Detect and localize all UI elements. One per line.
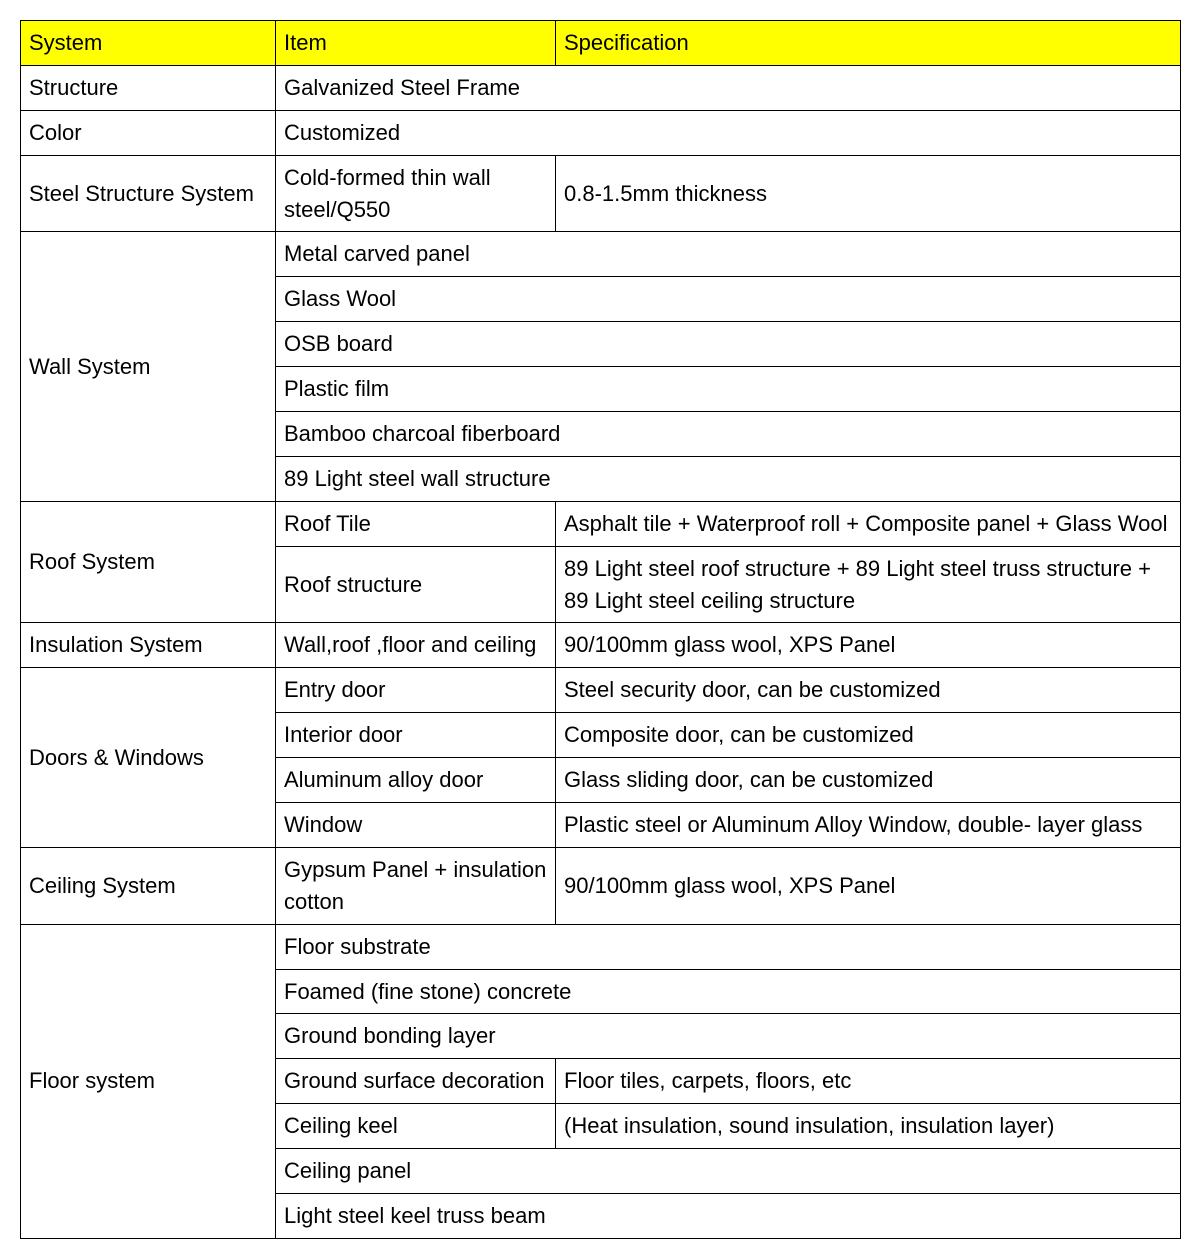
cell-item: Roof Tile (276, 501, 556, 546)
cell-item: Floor substrate (276, 924, 1181, 969)
cell-spec: Composite door, can be customized (556, 713, 1181, 758)
cell-item: Ground bonding layer (276, 1014, 1181, 1059)
cell-item: Ceiling panel (276, 1149, 1181, 1194)
cell-system: Doors & Windows (21, 668, 276, 848)
cell-item: Entry door (276, 668, 556, 713)
table-row: Wall SystemMetal carved panel (21, 232, 1181, 277)
cell-spec: Asphalt tile + Waterproof roll + Composi… (556, 501, 1181, 546)
col-header-spec: Specification (556, 21, 1181, 66)
cell-system: Floor system (21, 924, 276, 1238)
table-row: Insulation SystemWall,roof ,floor and ce… (21, 623, 1181, 668)
cell-spec: 90/100mm glass wool, XPS Panel (556, 623, 1181, 668)
cell-spec: Floor tiles, carpets, floors, etc (556, 1059, 1181, 1104)
spec-table-body: System Item Specification StructureGalva… (21, 21, 1181, 1239)
cell-spec: 0.8-1.5mm thickness (556, 155, 1181, 232)
cell-item: Light steel keel truss beam (276, 1194, 1181, 1239)
cell-system: Insulation System (21, 623, 276, 668)
cell-spec: 89 Light steel roof structure + 89 Light… (556, 546, 1181, 623)
cell-spec: Glass sliding door, can be customized (556, 758, 1181, 803)
table-row: Doors & WindowsEntry doorSteel security … (21, 668, 1181, 713)
col-header-item: Item (276, 21, 556, 66)
cell-system: Wall System (21, 232, 276, 501)
cell-system: Ceiling System (21, 847, 276, 924)
cell-item: Plastic film (276, 367, 1181, 412)
cell-item: Wall,roof ,floor and ceiling (276, 623, 556, 668)
table-row: Ceiling SystemGypsum Panel + insulation … (21, 847, 1181, 924)
cell-item: Metal carved panel (276, 232, 1181, 277)
cell-spec: Plastic steel or Aluminum Alloy Window, … (556, 803, 1181, 848)
cell-item: Ground surface decoration (276, 1059, 556, 1104)
cell-system: Structure (21, 65, 276, 110)
cell-item: Glass Wool (276, 277, 1181, 322)
cell-system: Roof System (21, 501, 276, 623)
table-row: ColorCustomized (21, 110, 1181, 155)
cell-item: Window (276, 803, 556, 848)
spec-table: System Item Specification StructureGalva… (20, 20, 1181, 1239)
cell-item: Roof structure (276, 546, 556, 623)
table-row: Floor systemFloor substrate (21, 924, 1181, 969)
cell-spec: Steel security door, can be customized (556, 668, 1181, 713)
cell-system: Color (21, 110, 276, 155)
cell-item: Interior door (276, 713, 556, 758)
cell-item: Ceiling keel (276, 1104, 556, 1149)
cell-item: Cold-formed thin wall steel/Q550 (276, 155, 556, 232)
table-row: StructureGalvanized Steel Frame (21, 65, 1181, 110)
cell-spec: 90/100mm glass wool, XPS Panel (556, 847, 1181, 924)
cell-item: Aluminum alloy door (276, 758, 556, 803)
cell-item: Gypsum Panel + insulation cotton (276, 847, 556, 924)
cell-item: Customized (276, 110, 1181, 155)
cell-system: Steel Structure System (21, 155, 276, 232)
cell-item: 89 Light steel wall structure (276, 456, 1181, 501)
cell-item: Galvanized Steel Frame (276, 65, 1181, 110)
table-row: Roof SystemRoof TileAsphalt tile + Water… (21, 501, 1181, 546)
cell-item: OSB board (276, 322, 1181, 367)
col-header-system: System (21, 21, 276, 66)
cell-item: Bamboo charcoal fiberboard (276, 412, 1181, 457)
cell-item: Foamed (fine stone) concrete (276, 969, 1181, 1014)
cell-spec: (Heat insulation, sound insulation, insu… (556, 1104, 1181, 1149)
table-header-row: System Item Specification (21, 21, 1181, 66)
table-row: Steel Structure SystemCold-formed thin w… (21, 155, 1181, 232)
